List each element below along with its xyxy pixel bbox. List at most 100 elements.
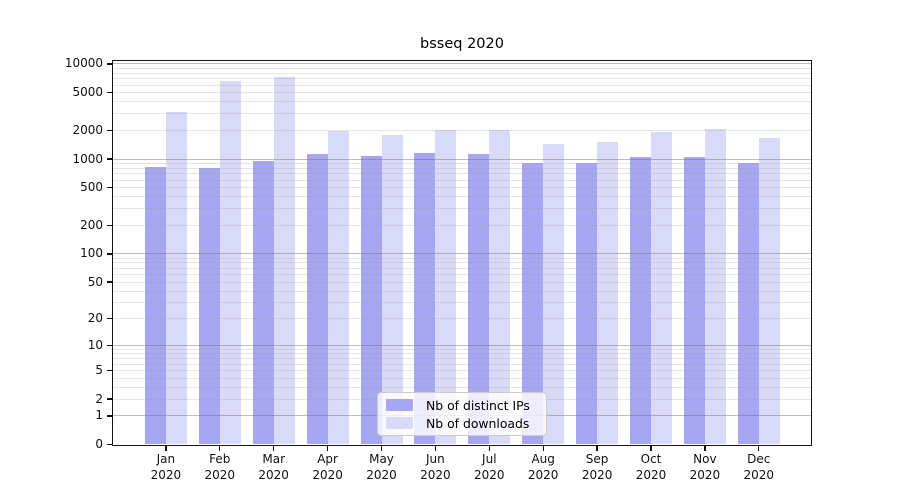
- x-axis-tick-label-line: 2020: [312, 467, 343, 482]
- gridline-minor: [113, 369, 811, 371]
- gridline-minor: [113, 358, 811, 360]
- x-axis-tick-label: Oct 2020: [619, 452, 683, 483]
- x-axis-tick-label: Nov 2020: [673, 452, 737, 483]
- y-axis-tick-label: 10000: [64, 56, 103, 71]
- gridline-minor: [113, 167, 811, 169]
- y-axis-tick: [107, 91, 113, 94]
- bar-distinct-ips-dec: [737, 162, 759, 445]
- y-axis-tick-label: 2000: [72, 122, 103, 137]
- gridline-minor: [113, 348, 811, 350]
- x-axis-tick-label: Dec 2020: [727, 452, 791, 483]
- gridline-minor: [113, 257, 811, 259]
- y-axis-tick-label: 100: [80, 246, 103, 261]
- bar-downloads-apr: [327, 131, 349, 445]
- gridline-minor: [113, 386, 811, 388]
- x-axis-tick-label-line: May: [369, 452, 394, 466]
- x-axis-tick-label-line: 2020: [581, 467, 613, 482]
- y-axis-tick: [107, 253, 113, 255]
- y-axis-tick: [107, 369, 113, 372]
- x-axis-tick: [219, 446, 221, 451]
- bar-downloads-mar: [273, 77, 295, 445]
- bar-distinct-ips-mar: [252, 161, 274, 445]
- y-axis-tick: [107, 186, 113, 189]
- legend-item-downloads: Nb of downloads: [386, 414, 538, 432]
- x-axis-tick-label-line: Dec: [747, 452, 771, 466]
- gridline-minor: [113, 72, 811, 74]
- gridline-minor: [113, 78, 811, 80]
- bar-distinct-ips-jan: [144, 167, 166, 445]
- x-axis-tick: [758, 446, 760, 451]
- x-axis-tick-label: Jun 2020: [403, 452, 467, 483]
- x-axis-tick: [326, 446, 329, 451]
- gridline-minor: [113, 162, 811, 164]
- bar-distinct-ips-aug: [522, 163, 544, 445]
- gridline-minor: [113, 353, 811, 355]
- y-axis-tick: [107, 224, 113, 227]
- bar-downloads-feb: [219, 81, 241, 445]
- bar-distinct-ips-oct: [630, 156, 651, 445]
- gridline-minor: [113, 281, 811, 283]
- x-axis-tick: [165, 446, 167, 451]
- y-axis-tick-label: 20: [87, 311, 103, 326]
- gridline-minor: [113, 318, 811, 320]
- gridline-major: [113, 253, 811, 255]
- bar-distinct-ips-may: [360, 155, 382, 445]
- x-axis-tick-label-line: 2020: [204, 467, 236, 482]
- y-axis-tick-label: 500: [80, 180, 103, 195]
- legend: Nb of distinct IPs Nb of downloads: [377, 392, 547, 436]
- y-axis-tick: [107, 318, 113, 320]
- x-axis-tick-label-line: Apr: [317, 452, 338, 466]
- y-axis-tick-label: 1: [95, 408, 103, 423]
- x-axis-tick: [273, 446, 275, 451]
- x-axis-tick-label-line: 2020: [474, 467, 505, 482]
- x-axis-tick-label: Mar 2020: [242, 452, 306, 483]
- x-axis-tick-label: Jan 2020: [134, 452, 198, 483]
- x-axis-tick-label-line: 2020: [635, 467, 667, 482]
- x-axis-tick-label-line: Jul: [482, 452, 497, 466]
- legend-label-distinct-ips: Nb of distinct IPs: [426, 397, 530, 413]
- bar-distinct-ips-sep: [576, 162, 598, 445]
- x-axis-tick-label: Aug 2020: [511, 452, 575, 483]
- gridline-minor: [113, 173, 811, 175]
- x-axis-tick-label-line: Jan: [156, 452, 176, 466]
- x-axis-tick-label-line: 2020: [420, 467, 451, 482]
- gridline-minor: [113, 92, 811, 94]
- x-axis-tick-label-line: 2020: [366, 467, 397, 482]
- x-axis-tick-label-line: 2020: [689, 467, 721, 482]
- bar-downloads-nov: [704, 128, 726, 445]
- y-axis-tick-label: 1000: [72, 151, 103, 166]
- y-axis-tick: [107, 398, 113, 400]
- bar-distinct-ips-apr: [306, 154, 328, 445]
- x-axis-tick: [380, 446, 383, 451]
- gridline-major: [113, 158, 811, 160]
- y-axis-tick-label: 200: [80, 217, 103, 232]
- y-axis-tick-label: 10: [87, 337, 103, 352]
- gridline-minor: [113, 187, 811, 189]
- bar-distinct-ips-feb: [198, 167, 220, 445]
- legend-label-downloads: Nb of downloads: [426, 415, 530, 431]
- gridline-minor: [113, 179, 811, 181]
- gridline-minor: [113, 290, 811, 292]
- gridline-major: [113, 63, 811, 65]
- gridline-minor: [113, 224, 811, 226]
- y-axis-tick: [107, 129, 113, 132]
- x-axis-tick-label-line: Aug: [531, 452, 555, 466]
- gridline-major: [113, 344, 811, 346]
- gridline-minor: [113, 274, 811, 276]
- bar-downloads-jan: [165, 111, 187, 445]
- x-axis-tick: [650, 446, 652, 451]
- x-axis-tick-label-line: Mar: [262, 452, 285, 466]
- x-axis-tick: [542, 446, 544, 451]
- gridline-minor: [113, 67, 811, 69]
- x-axis-tick-label: Jul 2020: [457, 452, 521, 483]
- x-axis-tick-label-line: Jun: [426, 452, 445, 466]
- gridline-minor: [113, 208, 811, 210]
- y-axis-tick-label: 2: [95, 391, 103, 406]
- x-axis-tick: [704, 446, 706, 451]
- y-axis-tick-label: 5000: [72, 85, 103, 100]
- y-axis-tick: [107, 415, 113, 417]
- bar-distinct-ips-jul: [468, 154, 490, 445]
- x-axis-tick: [434, 446, 437, 451]
- gridline-minor: [113, 267, 811, 269]
